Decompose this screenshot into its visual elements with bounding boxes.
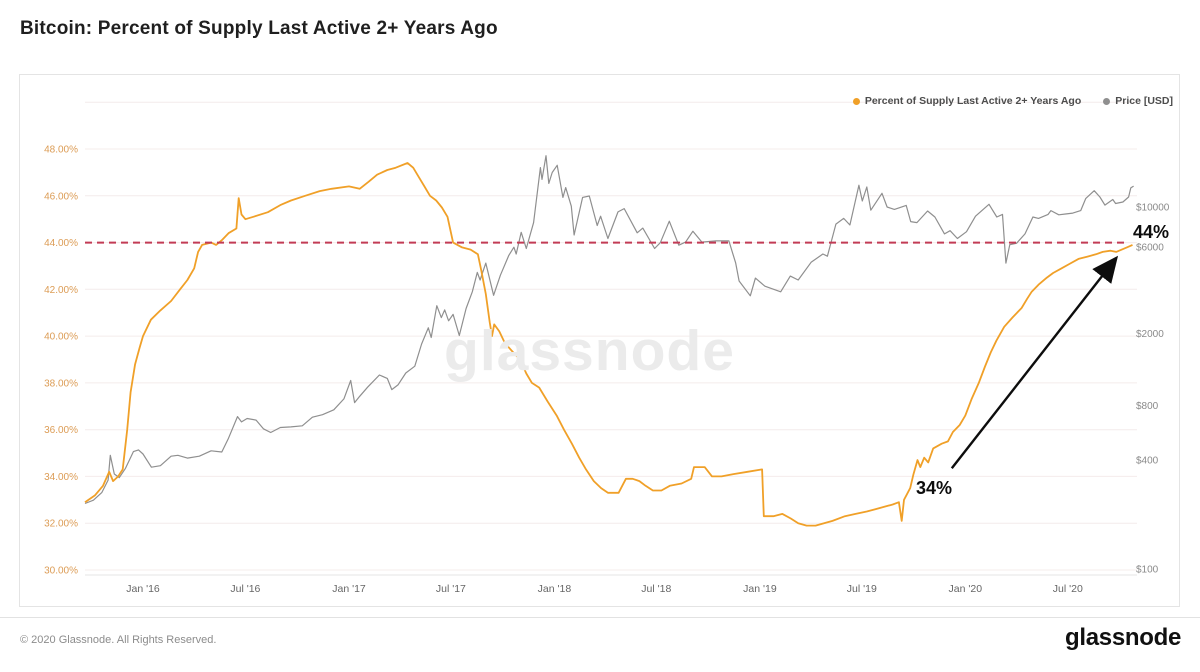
left-axis-label: 30.00% <box>44 566 78 577</box>
x-axis-label: Jul '20 <box>1053 583 1083 595</box>
right-axis-label: $10000 <box>1136 203 1170 214</box>
copyright-text: © 2020 Glassnode. All Rights Reserved. <box>20 634 217 646</box>
annotation-44-percent: 44% <box>1133 222 1170 242</box>
chart-legend: Percent of Supply Last Active 2+ Years A… <box>852 95 1173 107</box>
price-series-dot-icon <box>1103 97 1111 105</box>
annotation-34-percent: 34% <box>916 478 953 498</box>
x-axis-label: Jul '16 <box>230 583 260 595</box>
annotation-arrow <box>950 255 1119 470</box>
right-axis-label: $2000 <box>1136 329 1164 340</box>
right-axis-label: $400 <box>1136 456 1159 467</box>
left-axis-label: 40.00% <box>44 332 78 343</box>
legend-label-supply: Percent of Supply Last Active 2+ Years A… <box>864 95 1082 107</box>
x-axis-label: Jul '19 <box>847 583 877 595</box>
page-title: Bitcoin: Percent of Supply Last Active 2… <box>20 18 498 39</box>
supply-series-path <box>84 162 1133 527</box>
legend-item-supply[interactable]: Percent of Supply Last Active 2+ Years A… <box>852 95 1082 107</box>
left-axis-label: 42.00% <box>44 285 78 296</box>
glassnode-watermark: glassnode <box>444 319 735 383</box>
left-axis-label: 44.00% <box>44 238 78 249</box>
supply-series-dot-icon <box>852 97 860 105</box>
legend-item-price[interactable]: Price [USD] <box>1103 95 1173 107</box>
left-axis-label: 34.00% <box>44 472 78 483</box>
left-axis-label: 32.00% <box>44 519 78 530</box>
left-axis-label: 46.00% <box>44 191 78 202</box>
legend-label-price: Price [USD] <box>1115 95 1173 107</box>
x-axis-label: Jan '19 <box>743 583 777 595</box>
right-axis-label: $6000 <box>1136 243 1164 254</box>
x-axis-label: Jul '18 <box>641 583 671 595</box>
glassnode-logo: glassnode <box>1065 624 1181 651</box>
x-axis-label: Jan '18 <box>538 583 572 595</box>
x-axis-label: Jan '17 <box>332 583 366 595</box>
price-series-path <box>84 155 1134 505</box>
left-axis-label: 48.00% <box>44 145 78 156</box>
chart-card <box>19 74 1180 607</box>
right-axis-label: $800 <box>1136 401 1159 412</box>
x-axis-label: Jul '17 <box>436 583 466 595</box>
left-axis-label: 36.00% <box>44 425 78 436</box>
x-axis-label: Jan '16 <box>126 583 160 595</box>
x-axis-label: Jan '20 <box>949 583 983 595</box>
footer-divider <box>0 617 1200 618</box>
right-axis-label: $100 <box>1136 565 1159 576</box>
left-axis-label: 38.00% <box>44 378 78 389</box>
